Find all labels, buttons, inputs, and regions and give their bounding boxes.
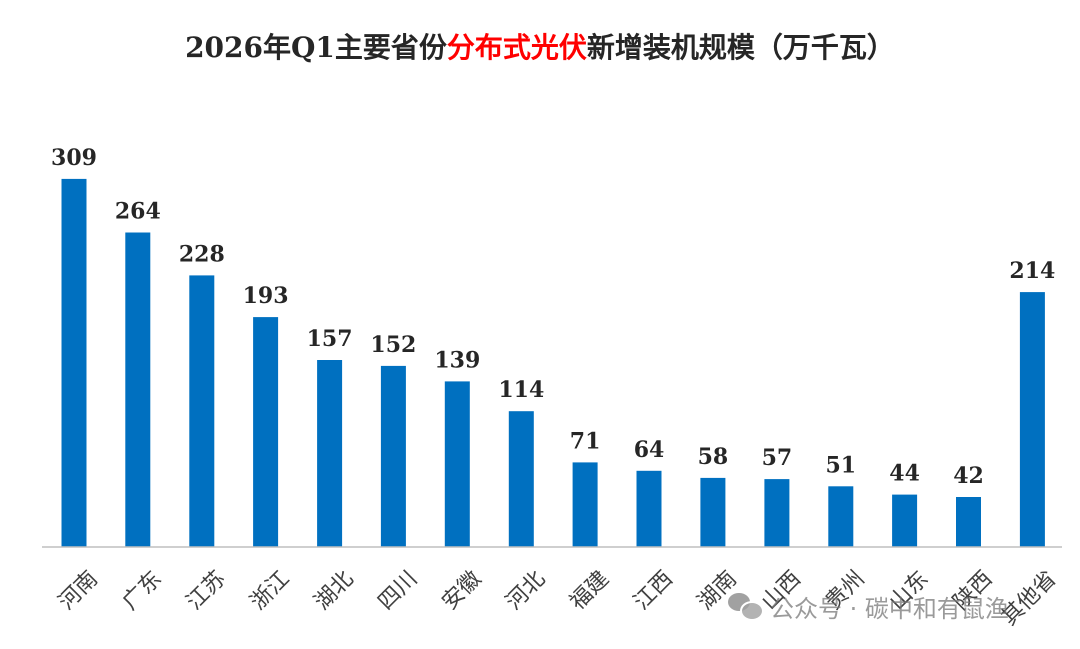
bar-11 [700,477,726,547]
category-label-10: 江西 [629,566,678,615]
value-label-5: 157 [307,326,353,352]
title-highlight: 分布式光伏 [446,31,587,64]
value-label-8: 114 [498,377,544,403]
value-label-2: 264 [115,199,161,225]
bar-2 [125,232,151,547]
value-label-4: 193 [243,283,289,309]
category-label-7: 安徽 [437,566,486,615]
watermark-text: 公众号 · 碳中和有鼠渔 [770,594,1009,623]
category-label-6: 四川 [374,566,423,615]
bars-group: 309 264 228 193 157 152 139 114 71 64 58 57 51 44 42 21… [51,145,1055,548]
category-label-8: 河北 [501,566,550,615]
title-part-1: 2026年Q1主要省份 [185,31,447,64]
bar-16 [1019,292,1045,547]
category-label-2: 广东 [118,566,167,615]
category-label-9: 福建 [565,566,614,615]
bar-14 [892,494,918,547]
value-label-13: 51 [825,452,856,478]
bar-13 [828,486,854,548]
title-part-3: 新增装机规模（万千瓦） [586,31,895,64]
category-label-4: 浙江 [246,566,295,615]
bar-10 [636,470,662,547]
bar-3 [189,275,215,547]
value-label-6: 152 [370,332,416,358]
value-label-14: 44 [889,461,920,487]
bar-5 [317,360,343,547]
bar-4 [253,317,279,547]
value-label-12: 57 [762,445,793,471]
value-label-15: 42 [953,463,984,489]
bar-8 [508,411,534,547]
category-label-1: 河南 [54,566,103,615]
category-label-5: 湖北 [310,566,359,615]
bar-12 [764,479,790,547]
bar-1 [61,178,87,547]
bar-6 [380,365,406,547]
wechat-icon [728,591,764,621]
bar-15 [956,497,981,547]
bar-7 [444,381,470,547]
watermark: 公众号 · 碳中和有鼠渔 [728,588,1009,624]
value-label-3: 228 [179,241,225,267]
value-label-11: 58 [698,444,729,470]
value-label-16: 214 [1009,258,1055,284]
value-label-1: 309 [51,145,97,171]
chart-title: 2026年Q1主要省份分布式光伏新增装机规模（万千瓦） [0,26,1080,66]
value-label-9: 71 [570,428,601,454]
bar-9 [572,462,598,547]
value-label-7: 139 [434,347,480,373]
value-label-10: 64 [634,437,665,463]
category-label-3: 江苏 [182,566,231,615]
